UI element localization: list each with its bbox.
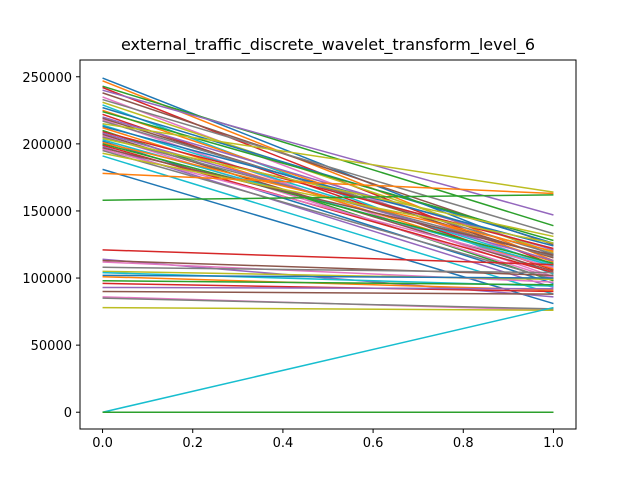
y-tick-label: 100000 — [22, 272, 72, 287]
series-line-60 — [102, 306, 554, 413]
x-tick-label: 0.6 — [363, 436, 384, 451]
series-line-46 — [102, 259, 554, 277]
series-line-27 — [102, 135, 554, 279]
y-tick-label: 0 — [64, 406, 72, 421]
series-line-21 — [102, 125, 554, 247]
series-line-19 — [102, 122, 554, 193]
x-tick-label: 0.2 — [182, 436, 203, 451]
series-line-42 — [102, 172, 554, 195]
series-line-38 — [102, 149, 554, 281]
series-layer — [102, 77, 554, 413]
series-line-44 — [102, 249, 554, 266]
y-tick-label: 150000 — [22, 205, 72, 220]
series-line-36 — [102, 147, 554, 256]
series-line-55 — [102, 286, 554, 290]
y-tick-label: 50000 — [31, 339, 72, 354]
series-line-31 — [102, 140, 554, 285]
series-line-43 — [102, 194, 554, 201]
x-tick-label: 0.8 — [453, 436, 474, 451]
x-tick-label: 0.4 — [273, 436, 294, 451]
y-tick-label: 250000 — [22, 71, 72, 86]
series-line-48 — [102, 266, 554, 274]
chart-title: external_traffic_discrete_wavelet_transf… — [121, 35, 535, 55]
series-line-13 — [102, 110, 554, 242]
series-line-56 — [102, 290, 554, 295]
series-line-53 — [102, 279, 554, 286]
series-line-51 — [102, 274, 554, 279]
series-line-35 — [102, 145, 554, 289]
y-tick-label: 200000 — [22, 138, 72, 153]
x-tick-label: 0.0 — [92, 436, 113, 451]
series-line-5 — [102, 89, 554, 216]
x-tick-label: 1.0 — [543, 436, 564, 451]
series-line-20 — [102, 124, 554, 266]
series-line-33 — [102, 143, 554, 265]
series-line-58 — [102, 297, 554, 310]
series-line-24 — [102, 131, 554, 250]
series-line-41 — [102, 168, 554, 305]
series-line-59 — [102, 306, 554, 311]
series-line-8 — [102, 98, 554, 235]
series-line-3 — [102, 85, 554, 227]
axes-layer: 0.0 0.2 0.4 0.6 0.8 1.0 0 50000 100000 150000 2000… — [22, 59, 577, 451]
series-line-29 — [102, 137, 554, 238]
plot-frame — [79, 59, 577, 430]
